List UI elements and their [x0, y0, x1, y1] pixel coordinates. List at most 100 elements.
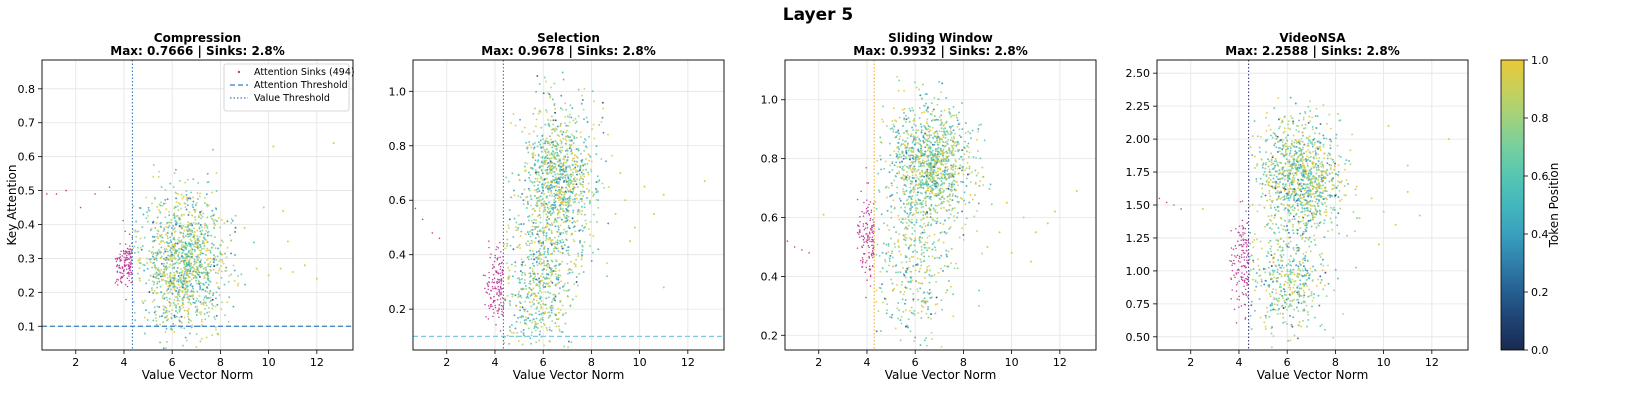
- data-point: [210, 263, 213, 266]
- data-point: [922, 306, 925, 309]
- data-point: [184, 282, 187, 285]
- data-point: [563, 215, 566, 218]
- data-point: [522, 203, 525, 206]
- data-point: [899, 165, 902, 168]
- data-point: [579, 131, 582, 134]
- attention-sink-point: [873, 253, 875, 256]
- data-point: [942, 149, 944, 152]
- data-point: [527, 327, 530, 330]
- data-point: [515, 320, 518, 323]
- data-point: [169, 249, 172, 252]
- data-point: [209, 249, 212, 252]
- data-point: [193, 250, 196, 253]
- data-point: [913, 118, 916, 120]
- data-point: [564, 138, 567, 141]
- data-point: [551, 153, 554, 156]
- attention-sink-point: [490, 290, 493, 292]
- data-point: [937, 170, 940, 173]
- data-point: [945, 209, 948, 211]
- data-point: [132, 300, 135, 303]
- data-point: [540, 296, 543, 299]
- data-point: [199, 211, 202, 214]
- data-point: [186, 281, 189, 284]
- data-point: [526, 295, 529, 298]
- attention-sink-point: [867, 237, 869, 239]
- data-point: [558, 186, 561, 189]
- data-point: [541, 316, 544, 319]
- data-point: [565, 289, 568, 292]
- data-point: [200, 337, 203, 340]
- data-point: [923, 255, 926, 258]
- data-point: [156, 205, 159, 208]
- data-point: [546, 168, 549, 171]
- data-point: [572, 238, 575, 241]
- data-point: [214, 305, 217, 308]
- data-point: [580, 265, 583, 268]
- data-point: [918, 158, 921, 160]
- data-point: [922, 210, 925, 213]
- data-point: [933, 155, 936, 157]
- data-point: [878, 254, 881, 257]
- data-point: [180, 304, 183, 307]
- data-point: [978, 124, 981, 127]
- data-point: [199, 301, 202, 304]
- data-point: [879, 270, 882, 273]
- data-point: [220, 270, 223, 273]
- data-point: [202, 212, 205, 215]
- data-point: [977, 171, 980, 174]
- data-point: [211, 298, 214, 301]
- attention-sink-point: [866, 182, 868, 184]
- data-point: [522, 329, 525, 331]
- data-point: [559, 139, 562, 142]
- data-point: [906, 228, 909, 231]
- data-point: [155, 271, 158, 274]
- data-point: [914, 249, 917, 252]
- data-point: [162, 262, 165, 265]
- data-point: [523, 126, 526, 129]
- data-point: [207, 257, 210, 260]
- data-point: [561, 238, 564, 241]
- data-point: [926, 122, 929, 125]
- data-point: [950, 126, 953, 128]
- data-point: [550, 189, 553, 192]
- data-point: [525, 316, 527, 319]
- data-point: [909, 309, 912, 312]
- data-point: [567, 269, 570, 272]
- data-point: [904, 276, 907, 279]
- data-point: [913, 340, 916, 343]
- data-point: [558, 150, 561, 152]
- data-point: [191, 272, 194, 275]
- data-point: [556, 243, 559, 246]
- data-point: [219, 226, 222, 229]
- data-point: [899, 290, 902, 293]
- data-point: [210, 269, 213, 272]
- data-point: [909, 211, 912, 214]
- data-point: [169, 182, 172, 185]
- data-point: [174, 245, 177, 247]
- data-point: [188, 255, 190, 258]
- data-point: [196, 192, 199, 194]
- data-point: [197, 254, 200, 256]
- data-point: [163, 228, 166, 231]
- data-point: [898, 148, 901, 150]
- data-point: [584, 145, 587, 148]
- data-point: [578, 172, 581, 175]
- data-point: [587, 227, 590, 230]
- attention-sink-point: [498, 308, 500, 311]
- data-point: [936, 132, 939, 135]
- data-point: [192, 298, 195, 300]
- data-point: [172, 322, 175, 325]
- data-point: [952, 140, 955, 143]
- data-point: [520, 274, 523, 277]
- data-point: [942, 170, 945, 172]
- data-point: [905, 260, 908, 263]
- data-point: [570, 268, 573, 271]
- data-point: [572, 171, 574, 174]
- data-point: [162, 305, 165, 308]
- attention-sink-point: [490, 253, 492, 255]
- data-point: [178, 236, 181, 239]
- data-point: [154, 227, 157, 229]
- data-point: [154, 276, 157, 279]
- data-point: [926, 236, 929, 239]
- data-point: [943, 197, 946, 200]
